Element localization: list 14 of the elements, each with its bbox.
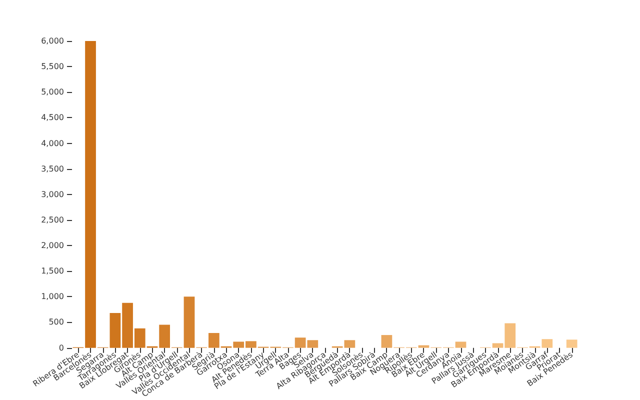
y-tick-label: 3,000 [41, 190, 64, 199]
y-tick-label: 500 [48, 318, 64, 327]
y-tick-label: 5,500 [41, 62, 64, 72]
y-tick-label: 5,000 [41, 88, 64, 97]
y-tick-label: 2,000 [41, 241, 64, 250]
y-tick-label: 6,000 [41, 36, 64, 46]
y-tick-label: 3,500 [41, 164, 64, 174]
y-tick-label: 1,000 [41, 292, 64, 302]
y-tick-label: 4,500 [41, 113, 64, 122]
y-tick-label: 0 [58, 343, 64, 352]
y-tick-label: 2,500 [41, 215, 64, 224]
y-tick-label: 1,500 [41, 266, 64, 276]
bar [566, 340, 578, 348]
y-tick-label: 4,000 [41, 138, 64, 148]
